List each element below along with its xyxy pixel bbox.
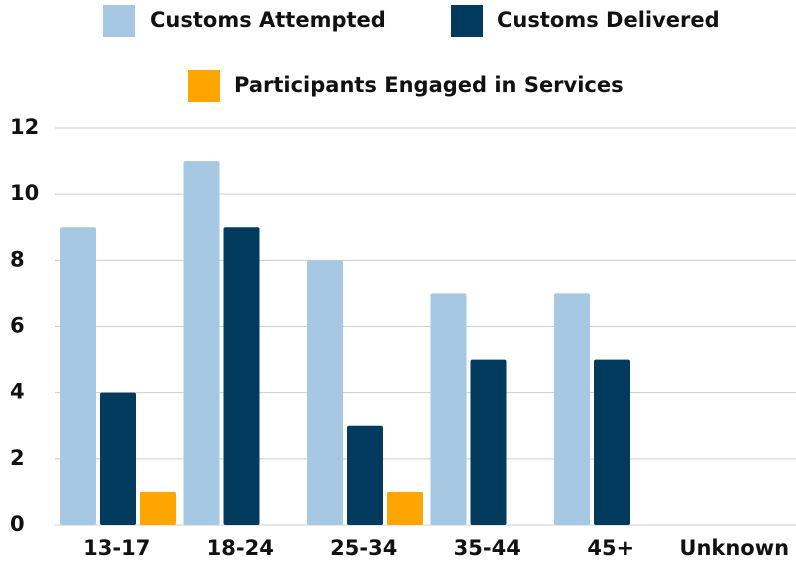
x-tick-label: 18-24 bbox=[207, 536, 274, 560]
bar bbox=[183, 161, 220, 526]
bar bbox=[100, 392, 136, 525]
bar bbox=[387, 491, 423, 525]
bar bbox=[223, 227, 260, 525]
y-tick-label: 2 bbox=[10, 446, 25, 470]
legend-swatch bbox=[188, 70, 220, 102]
legend-label: Customs Delivered bbox=[497, 8, 720, 32]
y-tick-label: 6 bbox=[10, 314, 25, 338]
bar bbox=[60, 227, 96, 525]
y-tick-label: 12 bbox=[10, 115, 39, 139]
legend-label: Participants Engaged in Services bbox=[234, 73, 624, 97]
bar bbox=[347, 425, 383, 525]
legend-label: Customs Attempted bbox=[150, 8, 386, 32]
y-tick-label: 8 bbox=[10, 247, 25, 271]
y-tick-label: 10 bbox=[10, 181, 39, 205]
legend-swatch bbox=[103, 5, 135, 37]
bar bbox=[470, 359, 507, 525]
x-tick-label: Unknown bbox=[679, 536, 789, 560]
bar bbox=[307, 260, 343, 525]
x-tick-label: 35-44 bbox=[454, 536, 521, 560]
y-tick-label: 4 bbox=[10, 380, 25, 404]
bar bbox=[140, 491, 176, 525]
bar bbox=[430, 293, 467, 525]
bar bbox=[594, 359, 630, 525]
x-tick-label: 45+ bbox=[587, 536, 634, 560]
x-tick-label: 25-34 bbox=[330, 536, 397, 560]
legend-swatch bbox=[451, 5, 483, 37]
y-tick-label: 0 bbox=[10, 512, 25, 536]
bar bbox=[554, 293, 590, 525]
x-tick-label: 13-17 bbox=[83, 536, 150, 560]
